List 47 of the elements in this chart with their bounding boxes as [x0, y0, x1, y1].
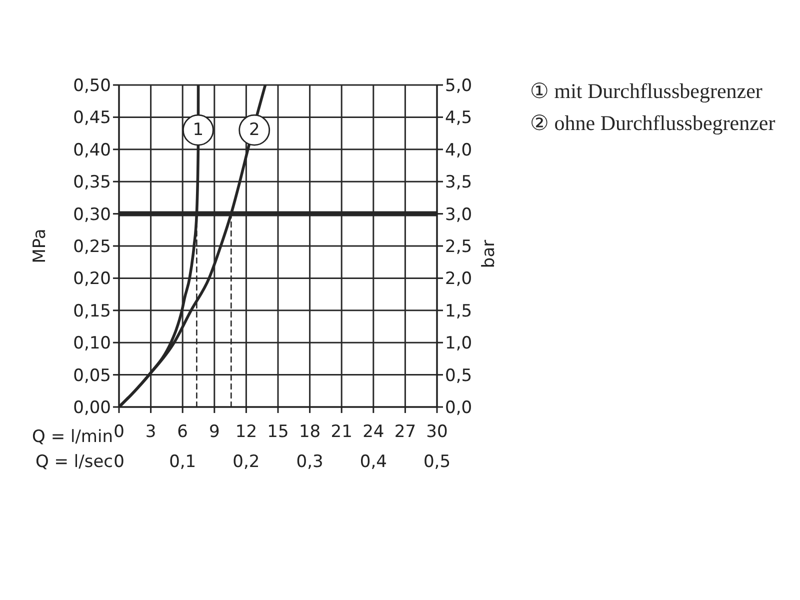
y2-tick-label: 1,5 [445, 301, 472, 322]
y-tick-label: 0,45 [73, 108, 111, 128]
y2-tick-label: 0,0 [445, 398, 472, 418]
x-tick-label: 6 [177, 422, 188, 442]
x2-tick-label: 0 [114, 452, 124, 472]
x2-tick-label: 0,1 [169, 452, 196, 472]
y-tick-label: 0,20 [73, 269, 111, 290]
y-tick-label: 0,30 [73, 204, 111, 225]
y-tick-label: 0,50 [73, 76, 111, 96]
y2-tick-label: 5,0 [445, 76, 472, 96]
y2-tick-label: 4,0 [445, 140, 472, 160]
annotation: 1 [192, 120, 204, 140]
y-tick-label: 0,15 [73, 301, 111, 322]
text: ① mit Durchflussbegrenzer [530, 78, 764, 105]
y2-tick-label: 4,5 [445, 108, 472, 128]
x2-tick-label: 0,3 [296, 452, 324, 472]
x-tick-label: 30 [426, 422, 448, 442]
x-tick-label: 18 [298, 422, 321, 442]
y2-tick-label: 0,5 [445, 366, 472, 386]
y-tick-label: 0,40 [73, 140, 111, 160]
x-axis-title: Q = l/min [32, 427, 113, 447]
x2-tick-label: 0,4 [360, 452, 387, 472]
y-tick-label: 0,05 [73, 366, 111, 386]
y-tick-label: 0,25 [73, 237, 111, 258]
x-tick-label: 9 [208, 422, 220, 442]
y2-tick-label: 1,0 [445, 334, 472, 354]
x2-tick-label: 0,2 [232, 452, 260, 472]
y2-axis-title: bar [479, 240, 499, 268]
y-tick-label: 0,10 [73, 334, 111, 354]
y2-tick-label: 2,0 [445, 269, 472, 290]
x-tick-label: 15 [267, 422, 289, 442]
text: ② ohne Durchflussbegrenzer [530, 110, 776, 137]
y2-tick-label: 3,0 [445, 204, 472, 225]
x-tick-label: 24 [362, 422, 384, 442]
y-tick-label: 0,00 [73, 398, 111, 418]
x-tick-label: 21 [330, 422, 352, 442]
annotation: 2 [248, 120, 260, 140]
y2-tick-label: 2,5 [445, 237, 472, 258]
x-tick-label: 27 [394, 422, 416, 442]
y-axis-title: MPa [30, 228, 50, 264]
x-tick-label: 3 [145, 422, 156, 442]
x2-axis-title: Q = l/sec [35, 452, 113, 472]
x-tick-label: 12 [235, 422, 258, 442]
y-tick-label: 0,35 [73, 172, 111, 193]
x-tick-label: 0 [114, 422, 124, 442]
x2-tick-label: 0,5 [423, 452, 451, 472]
y2-tick-label: 3,5 [445, 172, 472, 193]
